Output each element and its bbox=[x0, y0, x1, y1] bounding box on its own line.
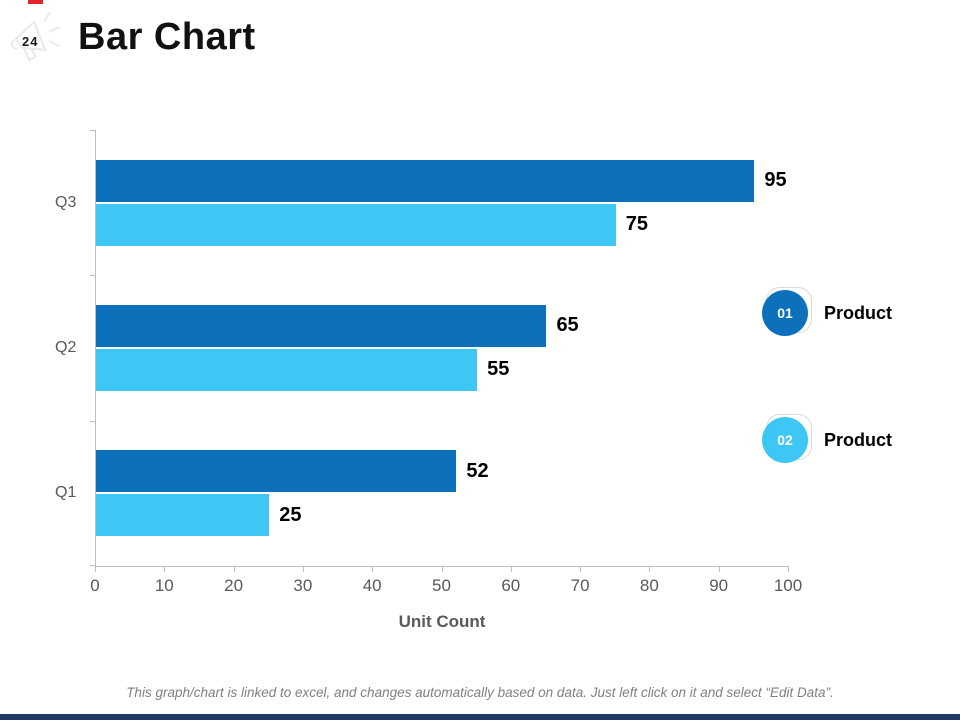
megaphone-sketch-icon bbox=[11, 11, 61, 62]
page-title: Bar Chart bbox=[78, 16, 256, 58]
bottom-accent-strip bbox=[0, 714, 960, 720]
category-group-q1: 52 25 bbox=[96, 421, 789, 566]
y-tick-mark bbox=[90, 565, 95, 566]
x-tick-label: 50 bbox=[432, 576, 451, 595]
legend-item-02[interactable]: 02 Product bbox=[760, 414, 892, 466]
category-group-q3: 95 75 bbox=[96, 130, 789, 275]
legend-badge-number: 02 bbox=[762, 417, 808, 463]
x-tick-mark bbox=[302, 567, 304, 572]
x-tick-label: 80 bbox=[639, 576, 659, 595]
page-number: 24 bbox=[22, 34, 39, 49]
x-tick-mark bbox=[580, 567, 582, 572]
x-tick-label: 70 bbox=[570, 576, 590, 595]
y-tick-mark bbox=[90, 130, 95, 131]
x-tick-mark bbox=[441, 567, 443, 572]
x-tick-label: 0 bbox=[90, 576, 100, 595]
x-tick-label: 60 bbox=[501, 576, 521, 595]
y-tick-mark bbox=[90, 275, 95, 277]
y-axis-line bbox=[95, 130, 96, 566]
x-tick-label: 20 bbox=[224, 576, 244, 595]
x-tick-label: 40 bbox=[362, 576, 382, 595]
y-tick-mark bbox=[90, 420, 95, 422]
legend-badge-number: 01 bbox=[762, 290, 808, 336]
x-tick-mark bbox=[233, 567, 235, 572]
x-tick-mark bbox=[95, 567, 96, 572]
x-axis-title: Unit Count bbox=[398, 612, 486, 631]
legend-item-01[interactable]: 01 Product bbox=[760, 287, 892, 339]
bar-chart-plot[interactable]: 95 75 65 55 52 25 0 10 20 30 40 50 60 70 80 90 100 Unit… bbox=[55, 130, 802, 631]
x-tick-label: 30 bbox=[293, 576, 313, 595]
bar-q3-series2[interactable] bbox=[96, 203, 616, 246]
legend-label: Product bbox=[824, 429, 893, 450]
bar-q2-series2[interactable] bbox=[96, 348, 478, 391]
bar-value-label: 52 bbox=[466, 459, 489, 482]
bar-value-label: 95 bbox=[764, 169, 787, 192]
x-axis-line bbox=[95, 566, 789, 567]
accent-red-dash bbox=[28, 0, 43, 4]
bar-q3-series1[interactable] bbox=[96, 159, 755, 202]
bar-value-label: 25 bbox=[279, 503, 302, 526]
legend-badge-wrap: 01 bbox=[760, 287, 812, 339]
bar-q1-series2[interactable] bbox=[96, 494, 270, 537]
x-tick-label: 90 bbox=[709, 576, 729, 595]
x-tick-mark bbox=[718, 567, 720, 572]
footer-note: This graph/chart is linked to excel, and… bbox=[126, 685, 834, 700]
x-tick-mark bbox=[649, 567, 651, 572]
x-tick-mark bbox=[164, 567, 166, 572]
category-label: Q2 bbox=[55, 338, 77, 356]
bar-q1-series1[interactable] bbox=[96, 450, 457, 493]
x-tick-mark bbox=[788, 567, 789, 572]
legend-label: Product bbox=[824, 302, 893, 323]
bar-value-label: 55 bbox=[487, 358, 510, 381]
bar-q2-series1[interactable] bbox=[96, 304, 547, 347]
x-tick-label: 100 bbox=[773, 576, 803, 595]
category-group-q2: 65 55 bbox=[96, 275, 789, 420]
category-label: Q3 bbox=[55, 193, 77, 211]
x-tick-mark bbox=[372, 567, 374, 572]
bar-value-label: 75 bbox=[625, 213, 648, 236]
x-tick-mark bbox=[510, 567, 512, 572]
x-tick-label: 10 bbox=[154, 576, 174, 595]
category-label: Q1 bbox=[55, 484, 77, 502]
bar-value-label: 65 bbox=[556, 314, 579, 337]
legend-badge-wrap: 02 bbox=[760, 414, 812, 466]
